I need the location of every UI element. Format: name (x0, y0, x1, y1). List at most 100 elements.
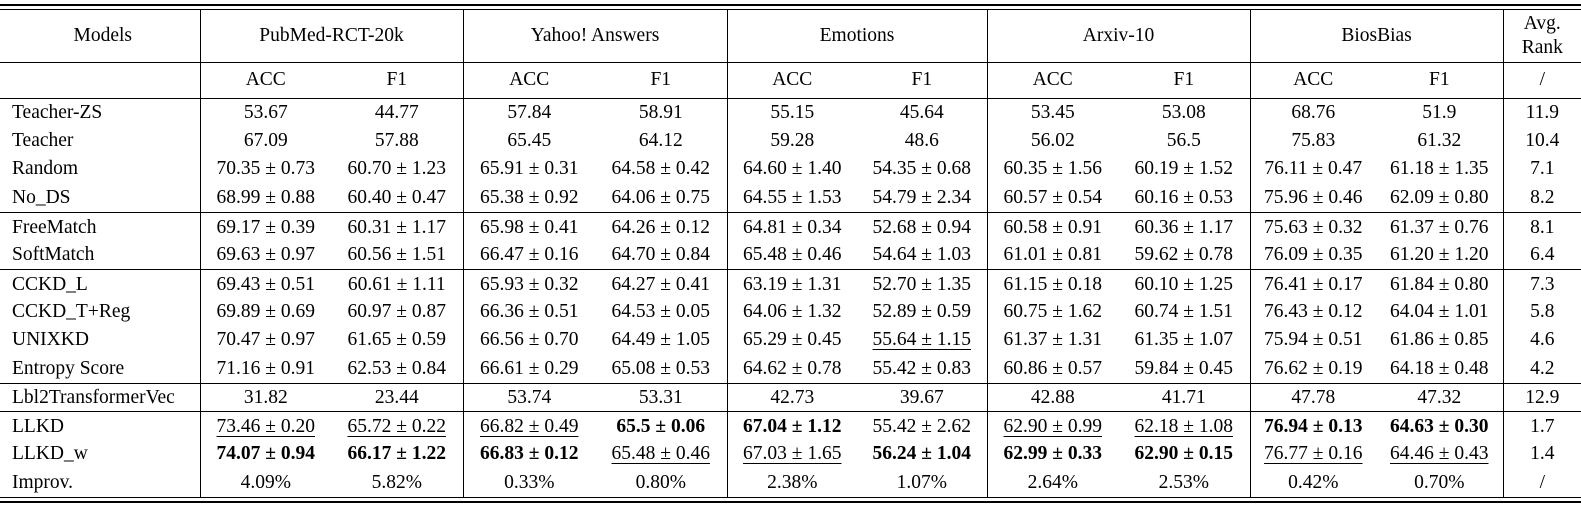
value-cell: 60.58 ± 0.91 (987, 211, 1119, 241)
value-cell: 63.19 ± 1.31 (727, 268, 858, 298)
value-cell: 62.90 ± 0.99 (987, 411, 1119, 440)
value-cell: 65.48 ± 0.46 (743, 243, 842, 265)
value-cell: 60.10 ± 1.25 (1118, 268, 1251, 298)
metric-header-f1: F1 (1376, 62, 1504, 99)
value-cell: 55.42 ± 0.83 (857, 354, 988, 383)
value-cell: 75.63 ± 0.32 (1250, 211, 1377, 241)
value-cell: 52.70 ± 1.35 (857, 268, 988, 298)
value-cell: 65.45 (507, 129, 552, 151)
table-row: Random 70.35 ± 0.73 60.70 ± 1.23 65.91 ± 0.… (0, 155, 1581, 184)
value-cell: 60.19 ± 1.52 (1118, 155, 1251, 184)
value-cell: 61.01 ± 0.81 (1003, 243, 1102, 265)
value-cell: 65.5 ± 0.06 (595, 411, 728, 440)
model-cell: SoftMatch (0, 240, 201, 269)
value-cell: 53.74 (463, 382, 595, 412)
value-cell: 64.46 ± 0.43 (1376, 440, 1504, 469)
value-cell: 66.47 ± 0.16 (480, 243, 579, 265)
rank-cell: 8.1 (1503, 211, 1581, 241)
value-cell: 62.09 ± 0.80 (1376, 183, 1504, 212)
value-cell: 64.06 ± 1.32 (743, 300, 842, 322)
value-cell: 45.64 (857, 98, 988, 127)
model-cell: CCKD_T+Reg (0, 297, 201, 326)
table-row: Entropy Score 71.16 ± 0.91 62.53 ± 0.84 66.… (0, 354, 1581, 383)
value-cell: 65.08 ± 0.53 (595, 354, 728, 383)
value-cell: 70.35 ± 0.73 (216, 158, 315, 180)
value-cell: 53.31 (595, 382, 728, 412)
model-cell: Random (0, 155, 201, 184)
model-cell: LLKD (0, 411, 201, 440)
value-cell: 2.64% (1027, 471, 1078, 493)
value-cell: 56.02 (1030, 129, 1075, 151)
value-cell: 53.08 (1118, 98, 1251, 127)
table-row: Teacher 67.09 57.88 65.45 64.12 59.28 48.6 56.0… (0, 126, 1581, 155)
metric-header-acc: ACC (987, 62, 1119, 99)
value-cell: 54.79 ± 2.34 (857, 183, 988, 212)
value-cell: 60.40 ± 0.47 (331, 183, 464, 212)
table-header: Models PubMed-RCT-20k Yahoo! Answers Emotio… (0, 10, 1581, 99)
value-cell: 69.17 ± 0.39 (200, 211, 331, 241)
value-cell: 47.78 (1250, 382, 1377, 412)
rank-cell: 11.9 (1525, 101, 1559, 123)
metric-header-f1: F1 (1118, 62, 1251, 99)
value-cell: 52.68 ± 0.94 (857, 211, 988, 241)
value-cell: 61.32 (1376, 126, 1504, 155)
results-table: Models PubMed-RCT-20k Yahoo! Answers Emotio… (0, 10, 1581, 497)
value-cell: 66.56 ± 0.70 (480, 329, 579, 351)
value-cell: 74.07 ± 0.94 (216, 443, 315, 465)
value-cell: 51.9 (1376, 98, 1504, 127)
rank-cell: 7.3 (1503, 268, 1581, 298)
value-cell: 61.37 ± 1.31 (1003, 329, 1102, 351)
value-cell: 64.27 ± 0.41 (595, 268, 728, 298)
value-cell: 61.15 ± 0.18 (987, 268, 1119, 298)
dataset-header: BiosBias (1250, 10, 1504, 63)
table-row: FreeMatch 69.17 ± 0.39 60.31 ± 1.17 65.98 ±… (0, 211, 1581, 241)
value-cell: 0.70% (1376, 468, 1504, 497)
value-cell: 59.28 (770, 129, 815, 151)
value-cell: 56.24 ± 1.04 (857, 440, 988, 469)
value-cell: 61.84 ± 0.80 (1376, 268, 1504, 298)
value-cell: 41.71 (1118, 382, 1251, 412)
value-cell: 64.70 ± 0.84 (595, 240, 728, 269)
value-cell: 76.62 ± 0.19 (1264, 357, 1363, 379)
value-cell: 59.84 ± 0.45 (1118, 354, 1251, 383)
value-cell: 61.37 ± 0.76 (1376, 211, 1504, 241)
value-cell: 42.88 (987, 382, 1119, 412)
value-cell: 64.60 ± 1.40 (743, 158, 842, 180)
value-cell: 61.65 ± 0.59 (331, 326, 464, 355)
value-cell: 5.82% (331, 468, 464, 497)
value-cell: 57.84 (507, 101, 552, 123)
value-cell: 61.20 ± 1.20 (1376, 240, 1504, 269)
value-cell: 62.53 ± 0.84 (331, 354, 464, 383)
value-cell: 62.99 ± 0.33 (1003, 443, 1102, 465)
rank-cell: 12.9 (1503, 382, 1581, 412)
value-cell: 2.53% (1118, 468, 1251, 497)
value-cell: 67.04 ± 1.12 (727, 411, 858, 440)
value-cell: 70.47 ± 0.97 (216, 329, 315, 351)
value-cell: 1.07% (857, 468, 988, 497)
value-cell: 53.67 (243, 101, 288, 123)
value-cell: 42.73 (727, 382, 858, 412)
value-cell: 64.06 ± 0.75 (595, 183, 728, 212)
value-cell: 31.82 (200, 382, 331, 412)
value-cell: 60.61 ± 1.11 (331, 268, 464, 298)
value-cell: 2.38% (767, 471, 818, 493)
value-cell: 62.18 ± 1.08 (1118, 411, 1251, 440)
value-cell: 64.26 ± 0.12 (595, 211, 728, 241)
metric-header-acc: ACC (1250, 62, 1377, 99)
value-cell: 53.45 (1030, 101, 1075, 123)
rank-cell: 6.4 (1530, 243, 1555, 265)
value-cell: 69.63 ± 0.97 (216, 243, 315, 265)
value-cell: 65.91 ± 0.31 (480, 158, 579, 180)
value-cell: 60.57 ± 0.54 (1003, 186, 1102, 208)
value-cell: 64.12 (595, 126, 728, 155)
value-cell: 0.80% (595, 468, 728, 497)
value-cell: 66.83 ± 0.12 (480, 443, 579, 465)
header-row-metrics: ACC F1 ACC F1 ACC F1 ACC F1 ACC F1/ (0, 62, 1581, 99)
table-row: SoftMatch 69.63 ± 0.97 60.56 ± 1.51 66.47 ±… (0, 240, 1581, 269)
value-cell: 65.72 ± 0.22 (331, 411, 464, 440)
value-cell: 54.64 ± 1.03 (857, 240, 988, 269)
value-cell: 44.77 (331, 98, 464, 127)
value-cell: 65.29 ± 0.45 (743, 329, 842, 351)
value-cell: 76.09 ± 0.35 (1264, 243, 1363, 265)
